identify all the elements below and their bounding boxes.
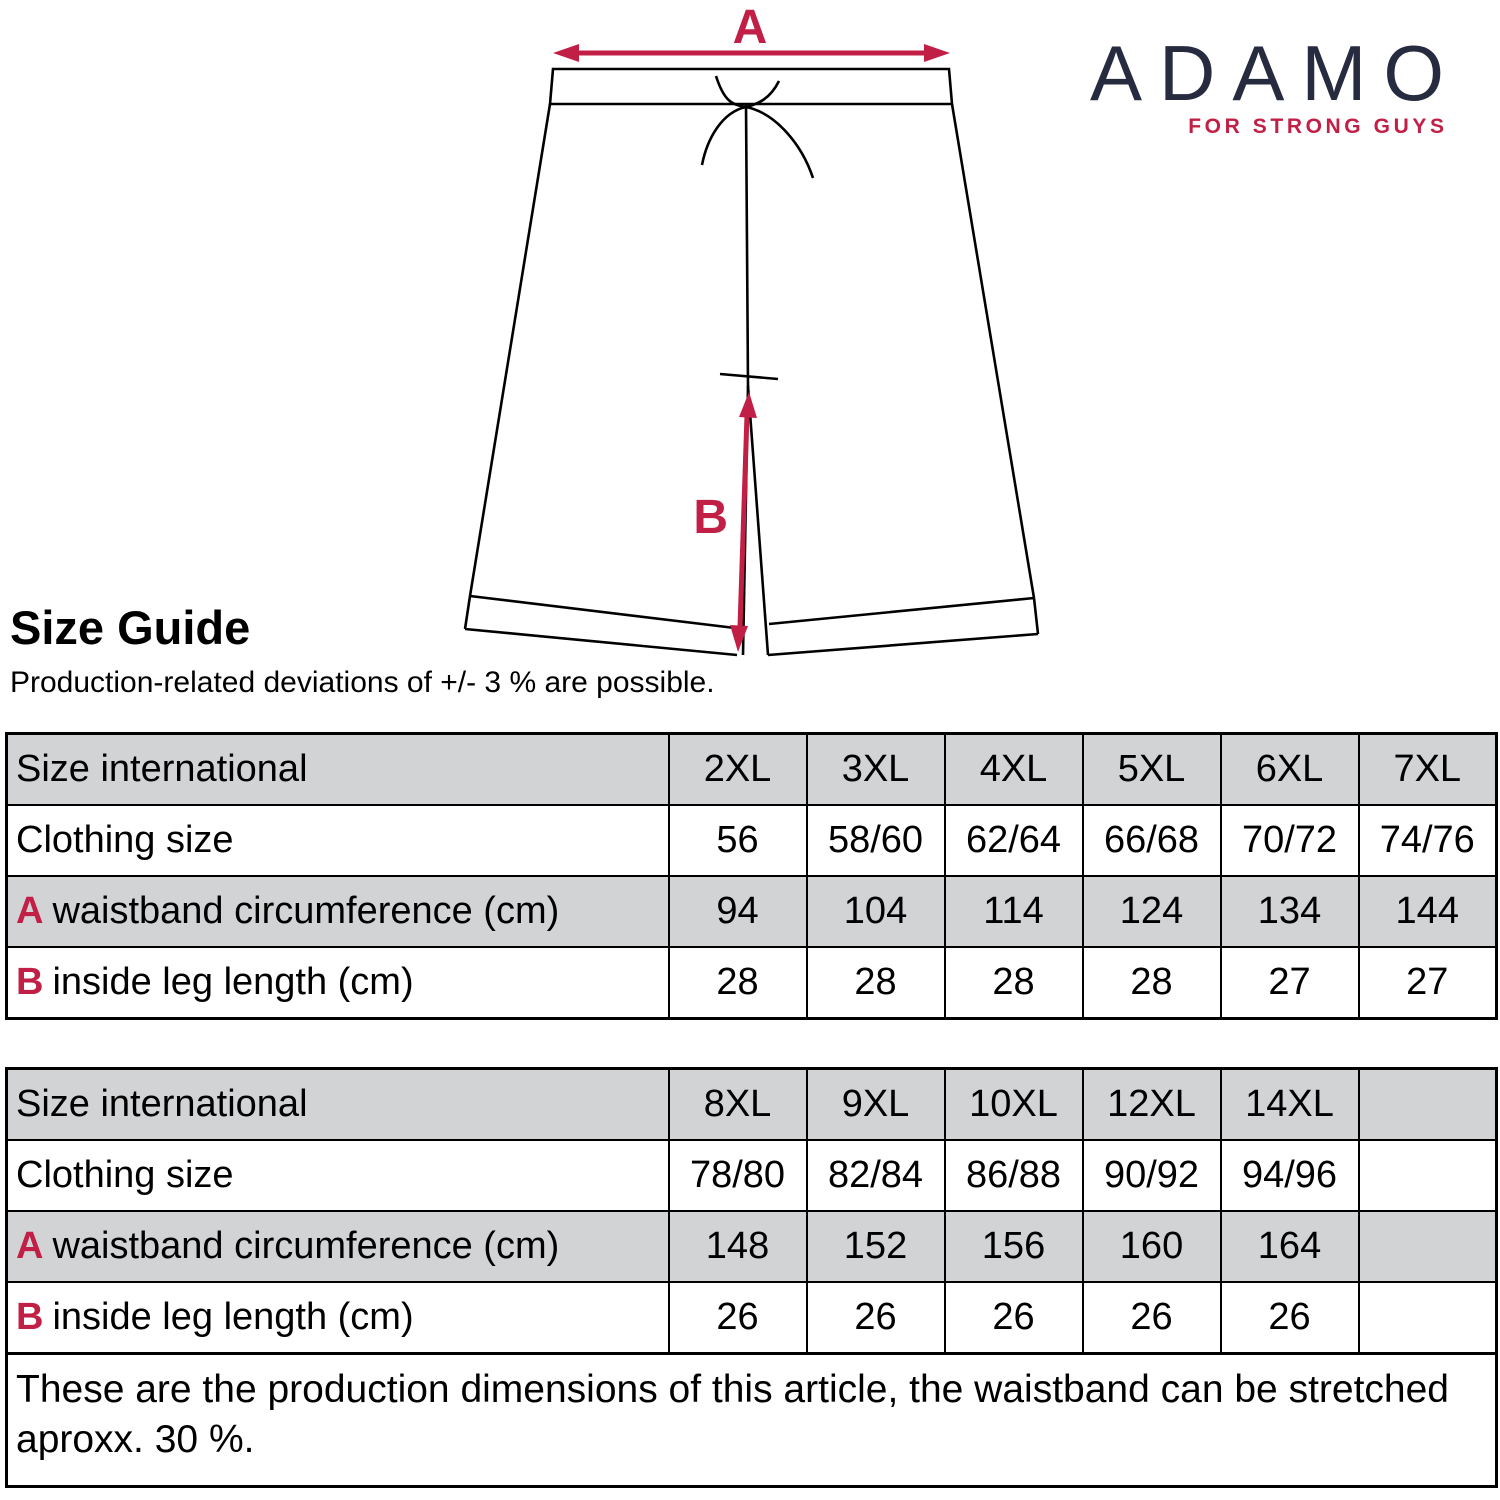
size-value-cell: 86/88 (943, 1139, 1084, 1212)
size-value-cell: 90/92 (1081, 1139, 1222, 1212)
size-value-cell: 58/60 (805, 804, 946, 877)
table-row: Size international 2XL 3XL 4XL 5XL 6XL 7XL (5, 732, 1498, 806)
table-row: Clothing size 56 58/60 62/64 66/68 70/72 74/76 (5, 804, 1498, 877)
measure-letter: A (16, 890, 44, 932)
size-value-cell: 9XL (805, 1067, 946, 1141)
size-value-cell: 82/84 (805, 1139, 946, 1212)
size-value-cell: 148 (667, 1210, 808, 1283)
row-label-cell: Clothing size (5, 1139, 670, 1212)
size-value-cell (1357, 1281, 1498, 1355)
size-table-lower: Size international 8XL 9XL 10XL 12XL 14XL Clot… (5, 1067, 1498, 1488)
drawstring-cord-right (700, 80, 781, 166)
size-value-cell: 12XL (1081, 1067, 1222, 1141)
size-value-cell: 152 (805, 1210, 946, 1283)
production-note: These are the production dimensions of t… (5, 1352, 1498, 1488)
table-row: Size international 8XL 9XL 10XL 12XL 14XL (5, 1067, 1498, 1141)
shorts-right-hem (767, 596, 1040, 657)
size-value-cell: 27 (1219, 946, 1360, 1020)
row-label-cell: Size international (5, 1067, 670, 1141)
size-value-cell: 10XL (943, 1067, 1084, 1141)
size-value-cell: 94 (667, 875, 808, 948)
size-value-cell: 27 (1357, 946, 1498, 1020)
size-value-cell: 26 (805, 1281, 946, 1355)
shorts-diagram: A B (463, 5, 1040, 657)
size-value-cell: 2XL (667, 732, 808, 806)
shorts-waistband (548, 67, 954, 106)
measure-label-b: B (693, 491, 728, 544)
size-value-cell: 26 (943, 1281, 1084, 1355)
size-value-cell: 28 (805, 946, 946, 1020)
shorts-crotch-tick (719, 372, 779, 381)
size-value-cell: 7XL (1357, 732, 1498, 806)
row-label-cell: Size international (5, 732, 670, 806)
size-value-cell: 8XL (667, 1067, 808, 1141)
size-value-cell: 56 (667, 804, 808, 877)
row-label-cell: Clothing size (5, 804, 670, 877)
size-value-cell: 66/68 (1081, 804, 1222, 877)
shorts-left-outer-seam (468, 103, 552, 597)
measure-label-a: A (733, 5, 768, 54)
arrow-b-line (737, 414, 750, 628)
note-row: These are the production dimensions of t… (5, 1352, 1498, 1488)
size-value-cell: 160 (1081, 1210, 1222, 1283)
measure-letter: B (16, 961, 44, 1003)
size-value-cell: 5XL (1081, 732, 1222, 806)
size-value-cell: 144 (1357, 875, 1498, 948)
brand-tagline: FOR STRONG GUYS (1188, 115, 1448, 138)
arrow-b-head-bottom (730, 625, 748, 652)
size-value-cell: 6XL (1219, 732, 1360, 806)
size-value-cell (1357, 1067, 1498, 1141)
size-value-cell: 14XL (1219, 1067, 1360, 1141)
size-value-cell: 94/96 (1219, 1139, 1360, 1212)
size-value-cell: 74/76 (1357, 804, 1498, 877)
brand-name: ADAMO (1089, 29, 1461, 117)
arrow-a-head-left (553, 44, 579, 62)
size-value-cell (1357, 1210, 1498, 1283)
size-table-upper: Size international 2XL 3XL 4XL 5XL 6XL 7XL Clot… (5, 732, 1498, 1020)
size-value-cell: 114 (943, 875, 1084, 948)
size-value-cell: 26 (1081, 1281, 1222, 1355)
size-value-cell: 70/72 (1219, 804, 1360, 877)
measure-letter: A (16, 1225, 44, 1267)
size-value-cell: 3XL (805, 732, 946, 806)
size-value-cell: 28 (943, 946, 1084, 1020)
size-value-cell: 104 (805, 875, 946, 948)
size-value-cell: 28 (1081, 946, 1222, 1020)
arrow-b-head-top (739, 392, 757, 418)
measure-letter: B (16, 1296, 44, 1338)
size-value-cell: 26 (1219, 1281, 1360, 1355)
size-value-cell: 164 (1219, 1210, 1360, 1283)
size-value-cell (1357, 1139, 1498, 1212)
size-value-cell: 124 (1081, 875, 1222, 948)
arrow-a-head-right (924, 44, 950, 62)
shorts-right-inner-seam (746, 385, 770, 656)
size-value-cell: 62/64 (943, 804, 1084, 877)
size-value-cell: 78/80 (667, 1139, 808, 1212)
shorts-left-hem (463, 594, 738, 657)
table-row: Clothing size 78/80 82/84 86/88 90/92 94/96 (5, 1139, 1498, 1212)
size-value-cell: 134 (1219, 875, 1360, 948)
size-value-cell: 156 (943, 1210, 1084, 1283)
size-value-cell: 28 (667, 946, 808, 1020)
shorts-right-outer-seam (950, 103, 1036, 599)
drawstring-cord-left (714, 75, 815, 179)
shorts-center-seam (744, 103, 750, 387)
size-value-cell: 26 (667, 1281, 808, 1355)
page-title: Size Guide (10, 601, 251, 654)
size-value-cell: 4XL (943, 732, 1084, 806)
brand-logo: ADAMO FOR STRONG GUYS (1090, 34, 1444, 139)
deviation-note: Production-related deviations of +/- 3 %… (10, 666, 715, 699)
